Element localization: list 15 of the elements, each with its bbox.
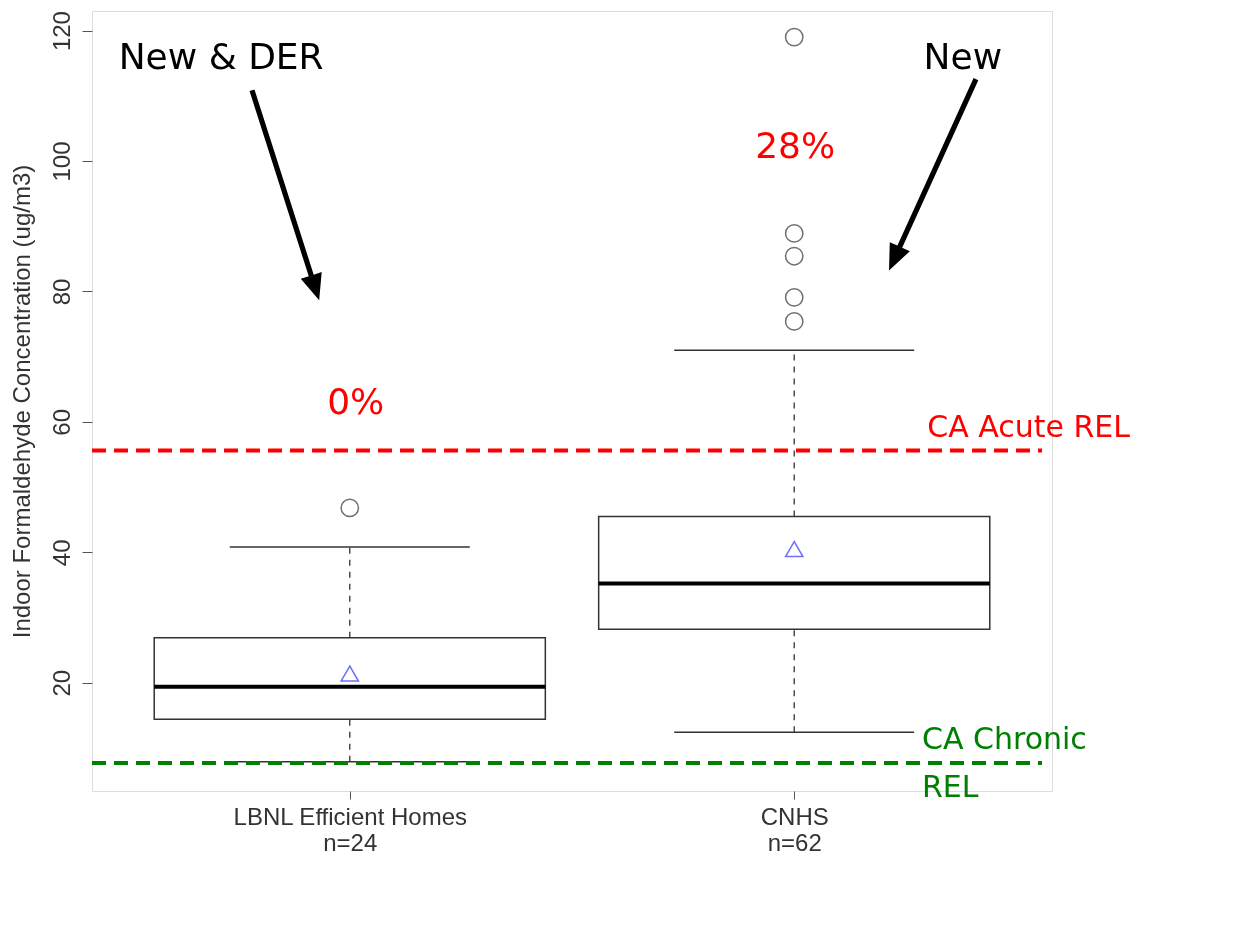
y-tick-label: 60 bbox=[47, 409, 75, 436]
x-tick-label: LBNL Efficient Homes n=24 bbox=[233, 802, 467, 856]
y-tick-label: 100 bbox=[47, 141, 75, 182]
ref-line-label: CA Chronic REL bbox=[922, 720, 1087, 804]
y-axis-title: Indoor Formaldehyde Concentration (ug/m3) bbox=[7, 164, 35, 639]
annotation: 28% bbox=[755, 125, 836, 167]
y-tick-label: 40 bbox=[47, 539, 75, 567]
ref-line-label: CA Acute REL bbox=[927, 408, 1131, 444]
y-tick-label: 120 bbox=[47, 11, 75, 52]
annotation: 0% bbox=[327, 380, 385, 422]
x-tick-label: CNHS n=62 bbox=[760, 802, 829, 856]
y-tick-label: 80 bbox=[47, 278, 75, 306]
annotation: New & DER bbox=[118, 35, 324, 77]
y-tick-label: 20 bbox=[47, 669, 75, 697]
annotation: New bbox=[923, 35, 1003, 77]
